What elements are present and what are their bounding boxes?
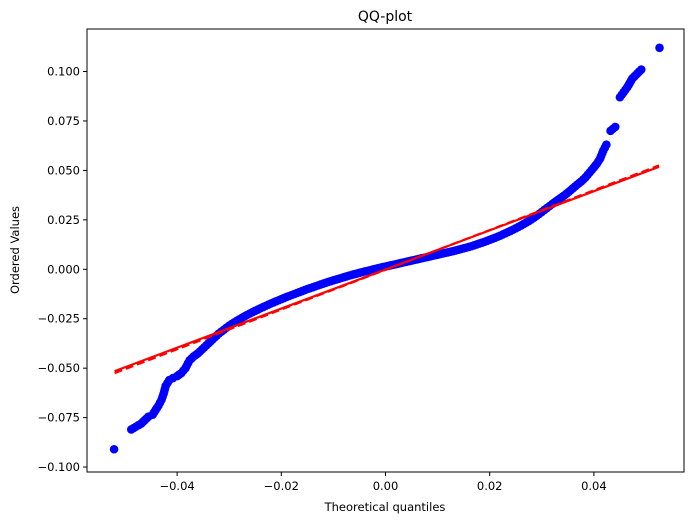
y-tick-label: 0.075: [47, 114, 80, 128]
y-tick-label: −0.075: [37, 411, 80, 425]
data-points: [109, 43, 664, 454]
y-axis-label: Ordered Values: [8, 206, 22, 294]
x-axis-ticks: −0.04 −0.02 0.00 0.02 0.04: [159, 472, 607, 493]
x-tick-label: 0.04: [581, 479, 607, 493]
y-tick-label: −0.025: [37, 312, 80, 326]
data-point: [142, 414, 151, 423]
reference-line-dashed: [114, 164, 660, 375]
reference-lines: [114, 164, 660, 375]
data-point: [109, 444, 119, 454]
data-point: [608, 124, 618, 134]
data-point: [600, 143, 610, 152]
data-point: [635, 67, 644, 76]
data-point: [163, 378, 172, 388]
y-tick-label: −0.100: [37, 460, 80, 474]
y-tick-label: 0.000: [47, 262, 80, 276]
y-tick-label: 0.025: [47, 213, 80, 227]
x-axis-label: Theoretical quantiles: [324, 500, 446, 514]
x-tick-label: 0.00: [373, 479, 399, 493]
y-tick-label: 0.100: [47, 65, 80, 79]
y-tick-label: −0.050: [37, 361, 80, 375]
data-point: [655, 43, 664, 53]
x-tick-label: 0.02: [477, 479, 503, 493]
y-tick-label: 0.050: [47, 163, 80, 177]
y-axis-ticks: −0.100 −0.075 −0.050 −0.025 0.000 0.025 0.050 0…: [37, 65, 87, 474]
chart-title: QQ-plot: [358, 9, 413, 25]
x-tick-label: −0.02: [264, 479, 299, 493]
x-tick-label: −0.04: [159, 479, 194, 493]
